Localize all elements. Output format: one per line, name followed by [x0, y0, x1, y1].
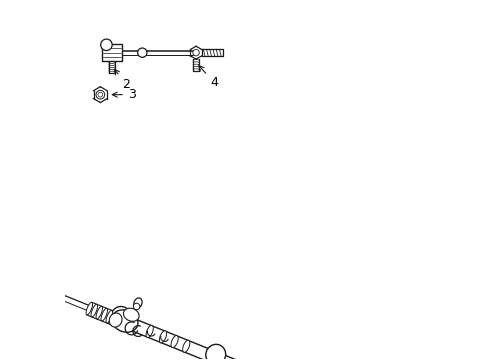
Ellipse shape	[146, 325, 153, 338]
Ellipse shape	[227, 359, 234, 360]
Text: 4: 4	[199, 66, 218, 89]
Ellipse shape	[91, 304, 97, 317]
Text: 3: 3	[112, 88, 136, 101]
Ellipse shape	[205, 344, 225, 360]
Ellipse shape	[123, 308, 139, 321]
Ellipse shape	[106, 310, 112, 323]
Ellipse shape	[112, 310, 138, 332]
Circle shape	[96, 90, 104, 99]
Ellipse shape	[86, 302, 92, 315]
Text: 2: 2	[114, 69, 130, 91]
Circle shape	[137, 48, 147, 57]
Circle shape	[33, 282, 43, 292]
Ellipse shape	[96, 306, 102, 319]
Ellipse shape	[111, 306, 131, 326]
Ellipse shape	[101, 308, 107, 321]
Ellipse shape	[109, 313, 122, 327]
Text: 1: 1	[0, 359, 1, 360]
Ellipse shape	[134, 298, 142, 308]
Circle shape	[98, 92, 102, 97]
Bar	[102, 44, 122, 61]
Circle shape	[28, 277, 48, 297]
Ellipse shape	[159, 331, 166, 343]
Ellipse shape	[183, 340, 189, 352]
Ellipse shape	[171, 336, 178, 348]
Ellipse shape	[111, 312, 117, 325]
Circle shape	[192, 49, 199, 56]
Ellipse shape	[133, 303, 140, 310]
Circle shape	[101, 39, 112, 50]
